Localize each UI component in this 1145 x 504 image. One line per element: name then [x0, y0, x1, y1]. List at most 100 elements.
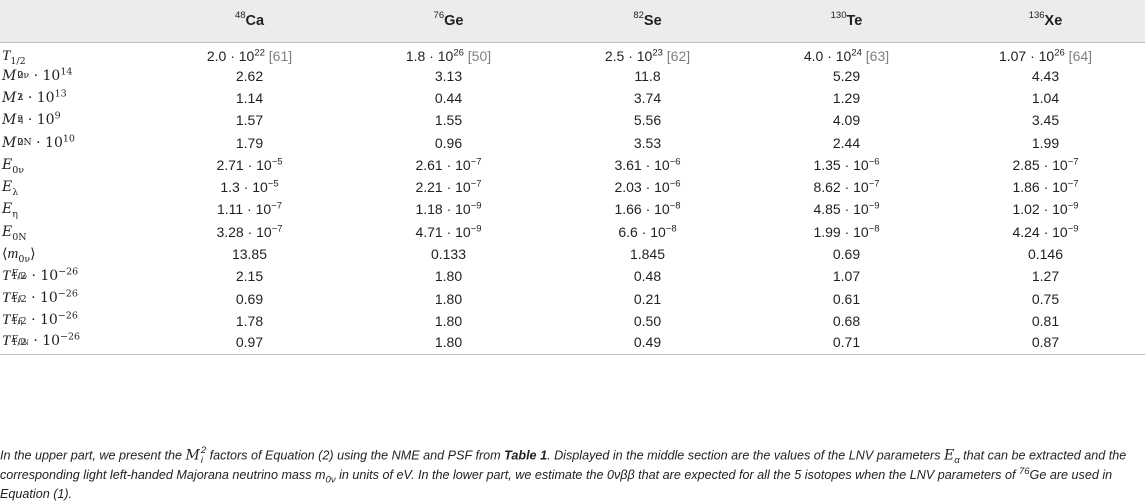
- table-cell: 0.81: [946, 310, 1145, 332]
- table-cell: 0.69: [150, 287, 349, 309]
- header-isotope: 82Se: [548, 0, 747, 43]
- table-cell: 13.85: [150, 243, 349, 265]
- table-cell: 1.8 · 1026 [50]: [349, 42, 548, 65]
- cell-value: 3.13: [434, 67, 463, 84]
- table-cell: 4.09: [747, 109, 946, 131]
- cell-value: 1.80: [434, 312, 463, 329]
- cell-value: 1.07: [832, 268, 861, 285]
- table-row: T Eλ 1/2 · 10−26 0.69 1.80 0.21 0.61 0.75: [0, 287, 1145, 309]
- table-cell: 2.44: [747, 131, 946, 153]
- cell-exponent: −6: [669, 178, 681, 190]
- cell-value: 1.66 · 10: [614, 201, 670, 218]
- table-cell: 3.28 · 10−7: [150, 221, 349, 243]
- cell-value: 0.50: [633, 312, 662, 329]
- table-cell: 1.29: [747, 87, 946, 109]
- cell-value: 2.62: [235, 67, 264, 84]
- cell-value: 4.85 · 10: [813, 201, 869, 218]
- table-cell: 1.55: [349, 109, 548, 131]
- cell-value: 8.62 · 10: [813, 179, 869, 196]
- table-cell: 2.5 · 1023 [62]: [548, 42, 747, 65]
- cell-value: 2.85 · 10: [1012, 156, 1068, 173]
- row-label: T E0N 1/2 · 10−26: [0, 332, 150, 355]
- cell-value: 4.71 · 10: [415, 223, 471, 240]
- cell-value: 0.71: [832, 333, 861, 350]
- table-cell: 1.3 · 10−5: [150, 176, 349, 198]
- table-cell: 1.86 · 10−7: [946, 176, 1145, 198]
- cell-value: 1.35 · 10: [813, 156, 869, 173]
- row-label: T Eλ 1/2 · 10−26: [2, 288, 78, 307]
- header-corner: [0, 0, 150, 43]
- table-cell: 0.69: [747, 243, 946, 265]
- table-cell: 0.44: [349, 87, 548, 109]
- table-cell: 0.48: [548, 265, 747, 287]
- table-cell: 0.50: [548, 310, 747, 332]
- cell-exponent: −9: [470, 223, 482, 235]
- row-label: T Eη 1/2 · 10−26: [2, 310, 78, 329]
- cell-value: 1.8 · 10: [405, 48, 454, 64]
- row-label: E0ν: [2, 156, 25, 176]
- cell-value: 1.99 · 10: [813, 223, 869, 240]
- table-cell: 0.96: [349, 131, 548, 153]
- citation-link[interactable]: [63]: [861, 48, 890, 64]
- citation-link[interactable]: [64]: [1064, 48, 1093, 64]
- cell-exponent: 26: [1054, 47, 1065, 59]
- row-label: T E0ν 1/2 · 10−26: [2, 266, 79, 284]
- table-cell: 3.45: [946, 109, 1145, 131]
- table-row: Eη 1.11 · 10−7 1.18 · 10−9 1.66 · 10−8 4.85 …: [0, 198, 1145, 220]
- table-cell: 1.07 · 1026 [64]: [946, 42, 1145, 65]
- table-cell: 4.24 · 10−9: [946, 221, 1145, 243]
- row-label: M 2 0N · 1010: [2, 132, 75, 151]
- row-label: E0N: [2, 223, 27, 243]
- cell-value: 0.44: [434, 89, 463, 106]
- table-row: E0N 3.28 · 10−7 4.71 · 10−9 6.6 · 10−8 1.99 …: [0, 221, 1145, 243]
- cell-value: 2.61 · 10: [415, 156, 471, 173]
- cell-value: 1.57: [235, 112, 264, 129]
- cell-exponent: 22: [254, 47, 265, 59]
- cell-value: 1.27: [1031, 268, 1060, 285]
- cell-exponent: −9: [470, 200, 482, 212]
- cell-value: 0.133: [430, 246, 467, 263]
- table-cell: 1.14: [150, 87, 349, 109]
- table-cell: 0.146: [946, 243, 1145, 265]
- table-header-row: 48Ca 76Ge 82Se 130Te 136Xe: [0, 0, 1145, 43]
- cell-value: 0.96: [434, 134, 463, 151]
- table-cell: 2.62: [150, 65, 349, 87]
- cell-exponent: −7: [1067, 156, 1079, 168]
- table-cell: 0.133: [349, 243, 548, 265]
- cell-exponent: −7: [271, 200, 283, 212]
- cell-value: 6.6 · 10: [618, 223, 666, 240]
- cell-value: 2.03 · 10: [614, 179, 670, 196]
- table-cell: 1.35 · 10−6: [747, 154, 946, 176]
- cell-value: 0.97: [235, 333, 264, 350]
- row-label: T1/2: [2, 47, 26, 67]
- table-cell: 1.18 · 10−9: [349, 198, 548, 220]
- table-cell: 2.85 · 10−7: [946, 154, 1145, 176]
- cell-value: 3.28 · 10: [216, 223, 272, 240]
- table-row: T E0ν 1/2 · 10−26 2.15 1.80 0.48 1.07 1.27: [0, 265, 1145, 287]
- table-cell: 11.8: [548, 65, 747, 87]
- cell-value: 1.02 · 10: [1012, 201, 1068, 218]
- cell-value: 1.80: [434, 333, 463, 350]
- cell-value: 1.845: [629, 246, 666, 263]
- cell-exponent: 23: [652, 47, 663, 59]
- cell-value: 13.85: [231, 246, 268, 263]
- row-label: Eη: [2, 201, 18, 221]
- table-cell: 2.0 · 1022 [61]: [150, 42, 349, 65]
- cell-value: 1.18 · 10: [415, 201, 471, 218]
- citation-link[interactable]: [61]: [264, 48, 293, 64]
- cell-value: 1.86 · 10: [1012, 179, 1068, 196]
- cell-value: 2.44: [832, 134, 861, 151]
- citation-link[interactable]: [62]: [662, 48, 691, 64]
- cell-value: 2.5 · 10: [604, 48, 653, 64]
- table-row: T Eη 1/2 · 10−26 1.78 1.80 0.50 0.68 0.81: [0, 310, 1145, 332]
- table-cell: 1.04: [946, 87, 1145, 109]
- table-cell: 0.68: [747, 310, 946, 332]
- cell-value: 0.81: [1031, 312, 1060, 329]
- table-cell: 0.49: [548, 332, 747, 355]
- table-cell: 2.03 · 10−6: [548, 176, 747, 198]
- citation-link[interactable]: [50]: [463, 48, 492, 64]
- cell-value: 0.69: [235, 290, 264, 307]
- cell-value: 1.80: [434, 268, 463, 285]
